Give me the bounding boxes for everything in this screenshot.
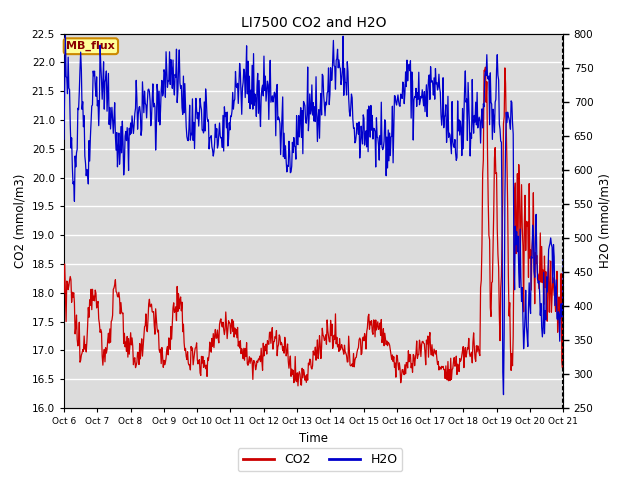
Y-axis label: H2O (mmol/m3): H2O (mmol/m3) bbox=[599, 173, 612, 268]
X-axis label: Time: Time bbox=[299, 432, 328, 444]
Legend: CO2, H2O: CO2, H2O bbox=[237, 448, 403, 471]
Y-axis label: CO2 (mmol/m3): CO2 (mmol/m3) bbox=[13, 174, 26, 268]
Title: LI7500 CO2 and H2O: LI7500 CO2 and H2O bbox=[241, 16, 387, 30]
Text: MB_flux: MB_flux bbox=[67, 41, 115, 51]
